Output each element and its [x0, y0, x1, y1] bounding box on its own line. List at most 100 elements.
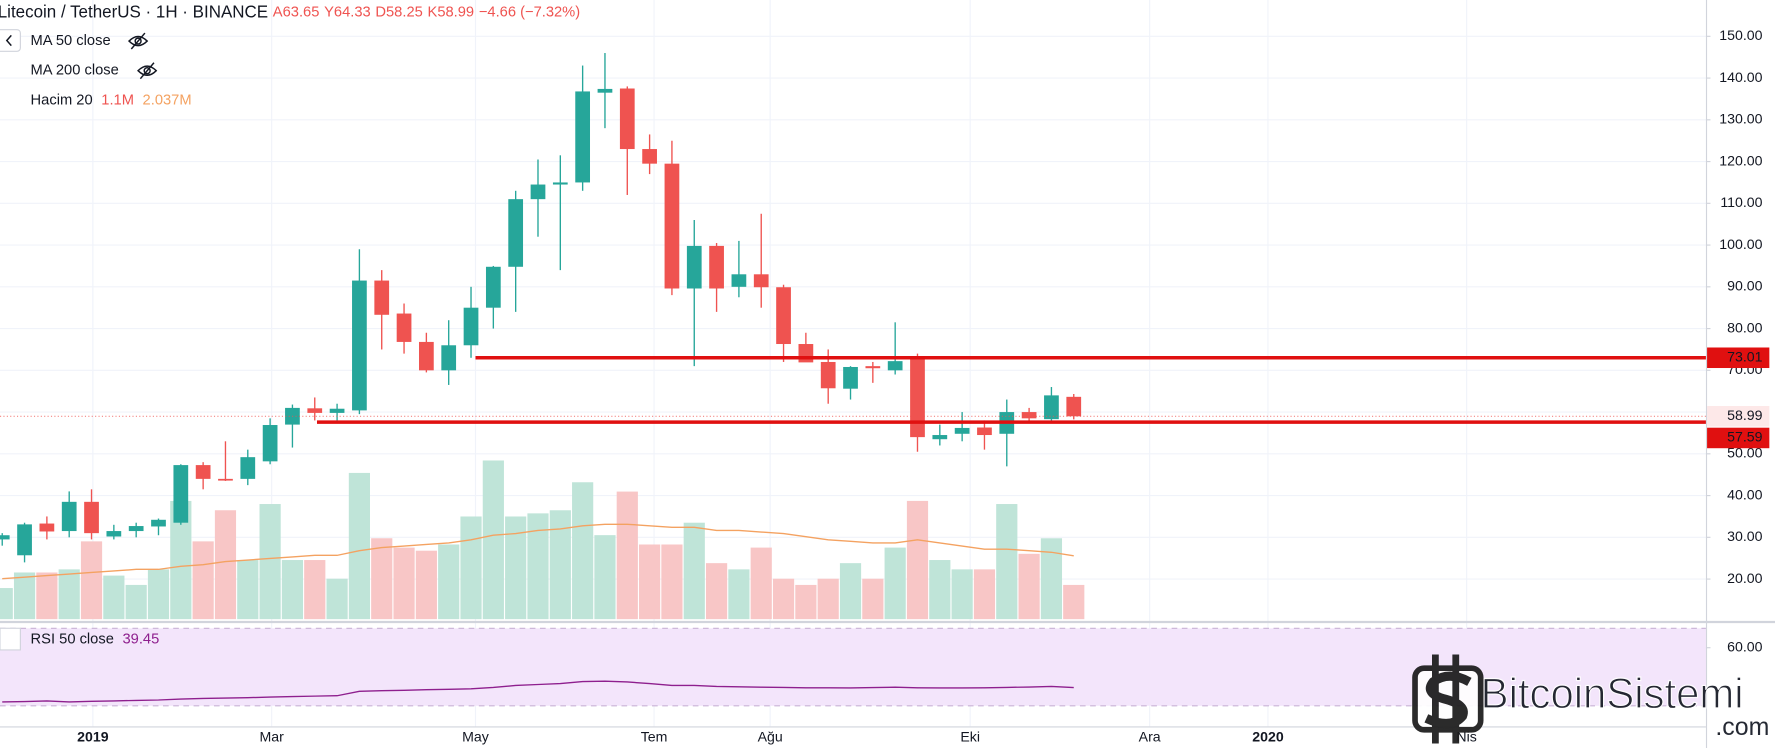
volume-bar	[929, 560, 951, 620]
candle-body	[619, 88, 635, 150]
candle-body	[218, 478, 233, 481]
volume-bar	[393, 547, 415, 620]
candle-body	[262, 425, 278, 462]
volume-ma-last: 2.037M	[143, 92, 192, 108]
volume-bar	[549, 510, 571, 620]
volume-bar	[125, 584, 147, 620]
level-label: 57.59	[1727, 430, 1762, 446]
volume-bar	[415, 550, 437, 620]
x-tick-label: Eki	[960, 729, 980, 745]
candle-body	[709, 245, 724, 289]
y-tick-label: 30.00	[1727, 529, 1762, 545]
candle-body	[865, 366, 881, 369]
x-tick-label: 2019	[77, 729, 109, 745]
rsi-legend: RSI 50 close 39.45	[31, 632, 160, 648]
volume-bar	[0, 588, 13, 620]
indicator-label[interactable]: MA 200 close	[31, 63, 119, 79]
watermark: BitcoinSistemi .com	[1412, 654, 1769, 744]
last-price-label: 58.99	[1727, 408, 1762, 424]
candle-body	[374, 280, 390, 315]
candle-body	[798, 344, 814, 363]
candle-body	[195, 465, 211, 479]
volume-bar	[661, 544, 683, 620]
x-tick-label: Ağu	[758, 729, 783, 745]
x-tick-label: 2020	[1252, 729, 1284, 745]
candle-body	[597, 88, 613, 93]
rsi-tick-label: 60.00	[1727, 639, 1762, 655]
y-tick-label: 130.00	[1719, 112, 1762, 128]
volume-bar	[214, 510, 237, 620]
candle-body	[910, 357, 925, 438]
y-tick-label: 80.00	[1727, 320, 1762, 336]
candle-body	[106, 531, 122, 537]
volume-bar	[237, 560, 259, 620]
candle-body	[686, 245, 702, 289]
candle-body	[552, 182, 568, 185]
eye-pupil	[134, 37, 142, 45]
volume-bar	[1040, 538, 1063, 620]
rsi-label: RSI 50 close	[31, 632, 114, 648]
level-box	[1707, 347, 1770, 369]
volume-bar	[996, 504, 1018, 620]
candle-body	[575, 91, 591, 183]
legend-toggle[interactable]	[0, 29, 21, 52]
volume-bar	[884, 547, 906, 620]
volume-bar	[259, 504, 281, 620]
candle-body	[39, 523, 55, 532]
candle-body	[173, 465, 189, 523]
volume-bar	[371, 538, 393, 620]
candle-body	[0, 535, 10, 540]
candle-body	[352, 280, 367, 411]
candle-body	[419, 341, 434, 371]
candle-body	[954, 427, 970, 434]
candle-body	[776, 287, 791, 345]
axis-layer: 2019 Mar May Tem Ağu Eki Ara 2020 Nis 20.00 30.00 4…	[77, 0, 1770, 746]
volume-bar	[438, 544, 460, 620]
x-tick-label: Mar	[260, 729, 285, 745]
candle-body	[441, 345, 457, 371]
candle-body	[463, 307, 479, 346]
volume-bar	[348, 472, 371, 620]
hidden-eye-icon[interactable]	[137, 62, 158, 80]
candle-body	[508, 199, 524, 267]
candle-body	[485, 266, 501, 308]
candle-body	[17, 524, 32, 556]
candle-body	[1066, 396, 1082, 417]
ohlc-high: Y64.33	[324, 4, 371, 20]
volume-bar	[683, 522, 705, 620]
y-tick-label: 160.00	[1719, 0, 1762, 2]
candle-body	[530, 184, 546, 200]
ohlc-close: K58.99	[428, 4, 475, 20]
candle-body	[84, 501, 99, 534]
rsi-toggle[interactable]	[0, 627, 21, 651]
y-tick-label: 150.00	[1719, 28, 1762, 44]
volume-bar	[750, 547, 772, 620]
candle-body	[240, 457, 256, 479]
hidden-eye-icon[interactable]	[128, 32, 149, 50]
candle-body	[731, 274, 747, 287]
price-layer	[0, 53, 1706, 563]
volume-bar	[460, 516, 482, 620]
volume-bar	[951, 569, 973, 620]
volume-bar	[147, 569, 170, 620]
volume-bar	[527, 513, 549, 620]
volume-bar	[326, 578, 348, 620]
volume-bar	[170, 500, 192, 620]
eye-pupil	[143, 66, 151, 75]
candle-body	[843, 366, 858, 389]
volume-bar	[862, 578, 884, 620]
ohlc-change: −4.66 (−7.32%)	[479, 4, 580, 20]
volume-bar	[973, 569, 996, 620]
x-tick-label: May	[462, 729, 490, 745]
volume-bar	[639, 544, 661, 620]
level-label: 73.01	[1727, 349, 1762, 365]
chart-title: Litecoin / TetherUS · 1H · BINANCE	[0, 2, 268, 21]
volume-bar	[505, 516, 527, 620]
volume-bar	[906, 500, 929, 620]
volume-bar	[616, 491, 638, 620]
volume-bar	[728, 569, 750, 620]
watermark-suffix: .com	[1715, 713, 1769, 741]
indicator-label[interactable]: MA 50 close	[31, 33, 111, 49]
